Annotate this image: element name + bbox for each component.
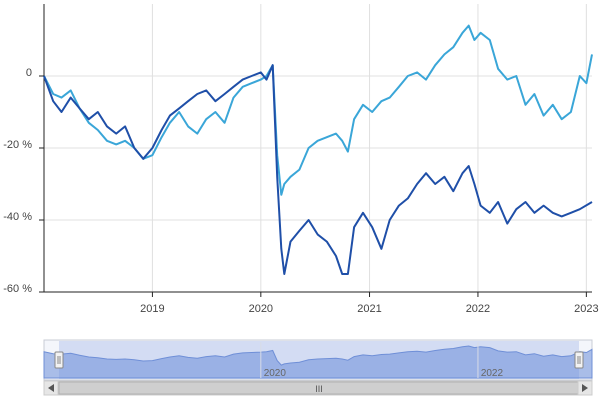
x-tick-label: 2023 — [574, 303, 598, 315]
x-tick-labels: 2019 2020 2021 2022 2023 — [140, 303, 598, 315]
x-tick-label: 2020 — [249, 303, 273, 315]
series-line-1 — [43, 64, 593, 275]
series-line-2 — [43, 24, 593, 196]
navigator-x-label: 2022 — [481, 368, 504, 379]
y-tick-label: -60 % — [3, 283, 32, 295]
navigator-right-handle[interactable] — [574, 351, 584, 369]
navigator[interactable]: 2020 2022 — [43, 339, 593, 381]
arrow-right-icon — [582, 384, 588, 392]
axes — [39, 4, 592, 297]
navigator-selected-range[interactable] — [59, 341, 579, 379]
navigator-area — [43, 345, 593, 379]
y-tick-label: 0 — [26, 67, 32, 79]
series-lines — [43, 24, 593, 275]
y-tick-label: -20 % — [3, 139, 32, 151]
scrollbar[interactable]: III — [43, 380, 593, 396]
x-tick-label: 2021 — [357, 303, 381, 315]
arrow-left-icon — [48, 384, 54, 392]
grid — [44, 4, 592, 293]
navigator-left-handle[interactable] — [54, 351, 64, 369]
x-tick-label: 2022 — [466, 303, 490, 315]
y-tick-labels: 0 -20 % -40 % -60 % — [3, 67, 32, 295]
x-tick-label: 2019 — [140, 303, 164, 315]
navigator-x-label: 2020 — [264, 368, 287, 379]
navigator-x-labels: 2020 2022 — [260, 342, 504, 379]
scrollbar-grip: III — [315, 384, 323, 394]
y-tick-label: -40 % — [3, 211, 32, 223]
